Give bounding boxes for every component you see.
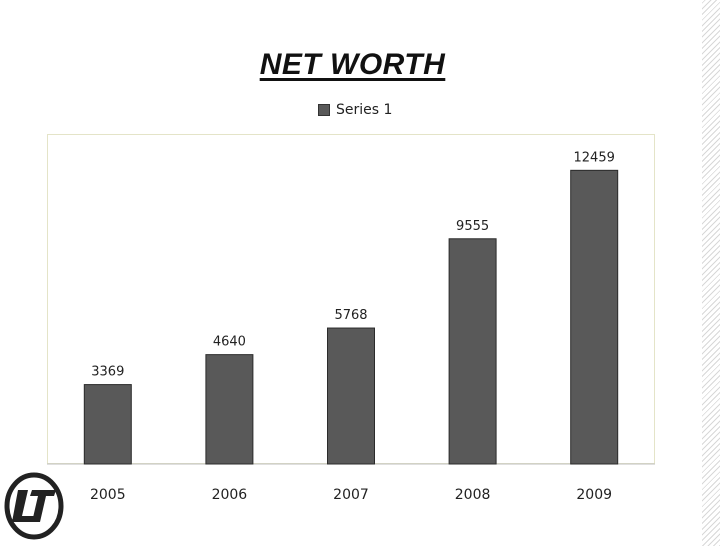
bar-2007 (327, 327, 375, 465)
decorative-corner (694, 0, 728, 546)
data-label-2006: 4640 (213, 335, 246, 350)
chart-title: NET WORTH (0, 48, 705, 82)
data-label-2008: 9555 (456, 219, 489, 234)
x-tick-label-2007: 2007 (333, 487, 369, 503)
lt-logo-icon (4, 472, 64, 540)
chart-title-text: NET WORTH (259, 48, 446, 81)
data-label-2009: 12459 (574, 150, 615, 165)
x-tick-label-2008: 2008 (455, 487, 491, 503)
x-tick-label-2005: 2005 (90, 487, 126, 503)
data-label-2007: 5768 (334, 308, 367, 323)
corner-hatch-strip (702, 0, 720, 546)
x-tick-label-2009: 2009 (576, 487, 612, 503)
bar-2005 (83, 384, 132, 465)
x-tick-label-2006: 2006 (212, 487, 248, 503)
chart-legend: Series 1 (318, 100, 392, 120)
bar-2008 (448, 238, 497, 465)
legend-swatch (318, 104, 330, 116)
data-label-2005: 3369 (91, 365, 124, 380)
bar-2009 (570, 169, 619, 465)
bar-2006 (205, 354, 254, 465)
legend-label: Series 1 (336, 102, 393, 118)
